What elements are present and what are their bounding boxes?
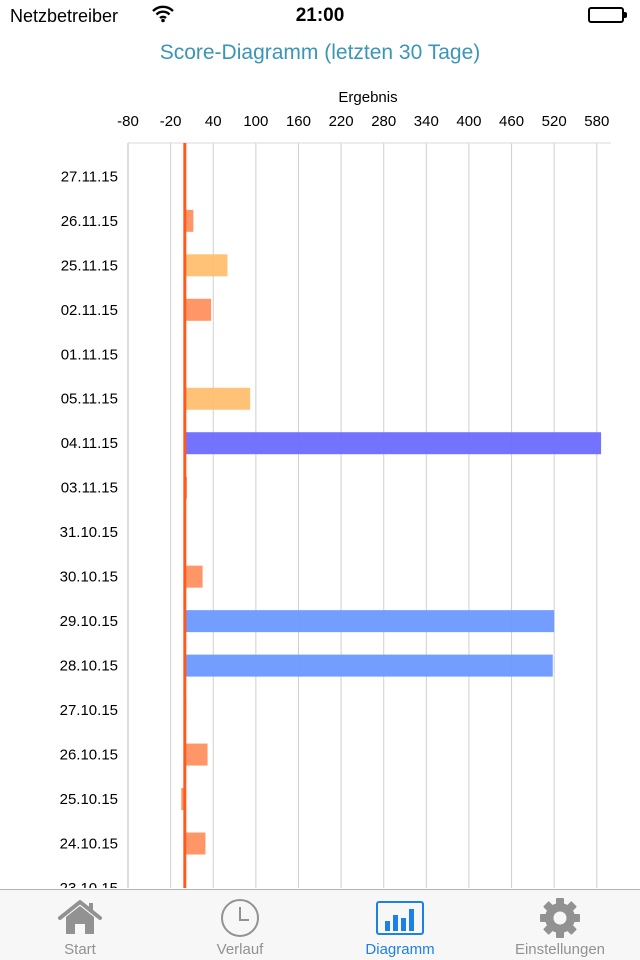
y-category-label: 23.10.15 — [60, 880, 118, 888]
y-category-label: 27.11.15 — [61, 168, 118, 185]
page-title: Score-Diagramm (letzten 30 Tage) — [159, 41, 481, 64]
y-category-label: 25.11.15 — [61, 257, 118, 274]
x-tick-label: 400 — [456, 113, 481, 130]
bar — [181, 788, 185, 811]
tab-bar: Start Verlauf Diagramm — [0, 889, 640, 960]
y-category-label: 28.10.15 — [60, 658, 118, 675]
bar — [184, 432, 602, 455]
x-tick-label: 220 — [329, 113, 354, 130]
x-tick-label: 160 — [286, 113, 311, 130]
y-category-label: 25.10.15 — [60, 791, 118, 808]
y-category-label: 29.10.15 — [60, 613, 118, 630]
y-category-label: 03.11.15 — [61, 480, 118, 497]
clock-icon — [216, 898, 264, 938]
y-category-label: 05.11.15 — [61, 391, 118, 408]
tab-einstellungen[interactable]: Einstellungen — [480, 890, 640, 960]
wifi-icon — [152, 5, 174, 28]
x-tick-label: -80 — [117, 113, 139, 130]
tab-start[interactable]: Start — [0, 890, 160, 960]
x-tick-label: 40 — [205, 113, 222, 130]
x-tick-label: 340 — [414, 113, 439, 130]
x-axis-title: Ergebnis — [338, 89, 397, 106]
y-category-label: 24.10.15 — [60, 836, 118, 853]
bar — [184, 387, 251, 410]
y-category-label: 27.10.15 — [60, 702, 118, 719]
x-tick-label: 460 — [499, 113, 524, 130]
y-category-label: 02.11.15 — [61, 302, 118, 319]
y-category-label: 31.10.15 — [60, 524, 118, 541]
y-category-label: 26.10.15 — [60, 747, 118, 764]
tab-diagramm-label: Diagramm — [365, 941, 435, 958]
y-category-label: 26.11.15 — [61, 213, 118, 230]
bar — [184, 565, 203, 588]
tab-start-label: Start — [64, 941, 96, 958]
gear-icon — [536, 898, 584, 938]
tab-verlauf[interactable]: Verlauf — [160, 890, 320, 960]
home-icon — [56, 898, 104, 938]
status-bar: Netzbetreiber 21:00 — [0, 0, 640, 30]
carrier-name: Netzbetreiber — [10, 6, 119, 26]
y-category-label: 04.11.15 — [61, 435, 118, 452]
tab-einstellungen-label: Einstellungen — [514, 941, 606, 958]
x-tick-label: 520 — [542, 113, 567, 130]
status-time: 21:00 — [295, 5, 345, 26]
bar — [184, 254, 228, 277]
x-tick-label: 580 — [584, 113, 609, 130]
bar — [184, 209, 194, 232]
y-category-label: 01.11.15 — [61, 346, 118, 363]
x-tick-label: 100 — [243, 113, 268, 130]
tab-diagramm[interactable]: Diagramm — [320, 890, 480, 960]
x-tick-label: 280 — [371, 113, 396, 130]
bar — [184, 832, 206, 855]
bar — [184, 654, 553, 677]
battery-icon — [588, 7, 628, 23]
bar — [184, 298, 212, 321]
bar-chart-icon — [376, 898, 424, 938]
y-category-label: 30.10.15 — [60, 569, 118, 586]
bar — [184, 610, 555, 633]
tab-verlauf-label: Verlauf — [216, 941, 264, 958]
bar — [184, 743, 208, 766]
x-tick-label: -20 — [160, 113, 182, 130]
score-chart: Ergebnis -80 -20 40 100 160 220 280 340 400 460 52… — [60, 89, 611, 888]
